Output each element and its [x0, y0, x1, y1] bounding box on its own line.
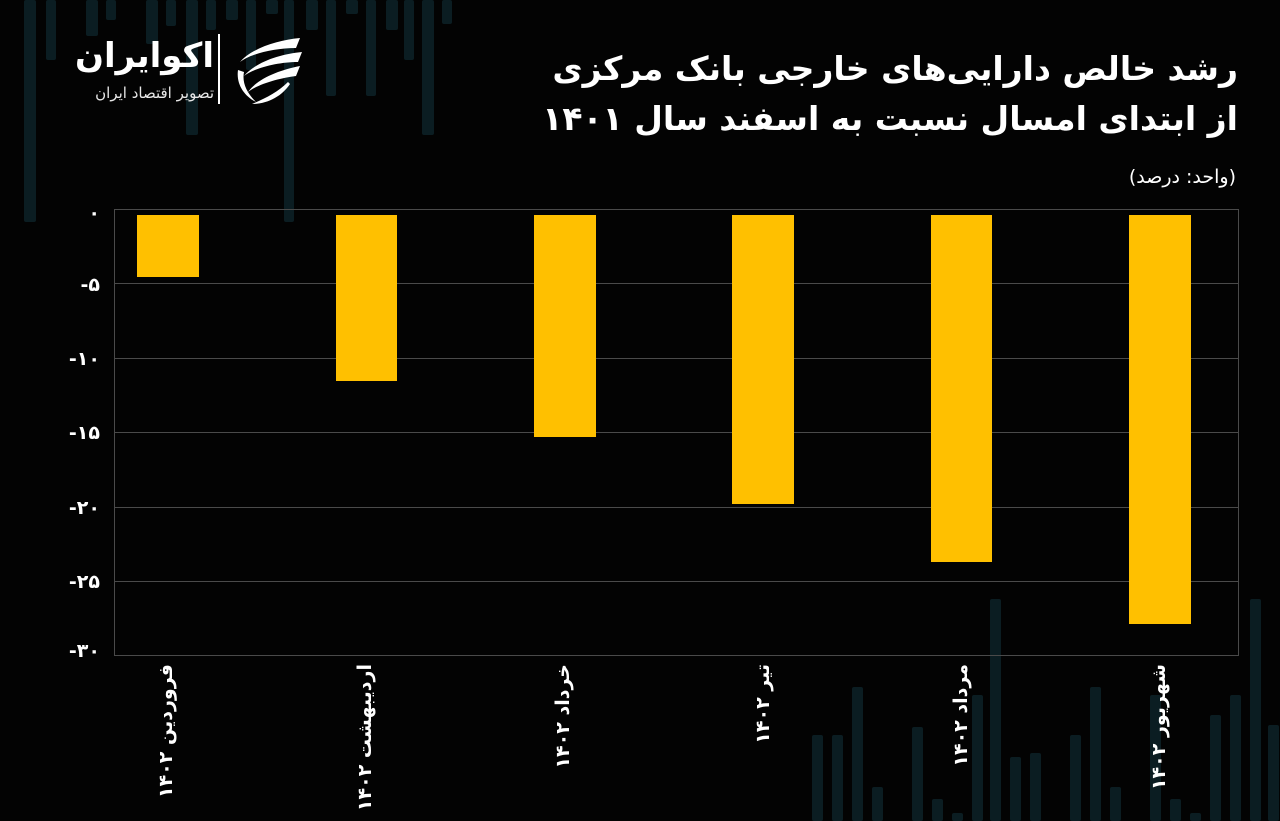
x-tick-label: فروردین ۱۴۰۲	[155, 664, 177, 798]
bar-tir	[732, 215, 794, 504]
brand-logo: اکوایران تصویر اقتصاد ایران	[50, 32, 310, 108]
plot-area	[114, 209, 1239, 656]
gridline	[114, 581, 1239, 582]
chart-title-line-1: رشد خالص دارایی‌های خارجی بانک مرکزی	[552, 49, 1238, 88]
y-tick-label: ۰	[88, 202, 100, 224]
y-tick-label: -۲۵	[68, 571, 100, 593]
brand-tagline: تصویر اقتصاد ایران	[95, 84, 214, 102]
x-tick-label: شهریور ۱۴۰۲	[1148, 664, 1170, 791]
bar-khordad	[534, 215, 596, 437]
gridline	[114, 283, 1239, 284]
x-tick-label: تیر ۱۴۰۲	[752, 664, 774, 744]
unit-label: (واحد: درصد)	[1128, 166, 1236, 188]
gridline	[114, 432, 1239, 433]
logo-divider	[218, 34, 220, 104]
y-tick-label: -۱۵	[68, 422, 100, 444]
y-tick-label: -۳۰	[68, 640, 100, 662]
x-tick-label: اردیبهشت ۱۴۰۲	[354, 664, 376, 812]
ecoiran-swoosh-icon	[237, 38, 302, 104]
chart-title-line-2: از ابتدای امسال نسبت به اسفند سال ۱۴۰۱	[542, 99, 1238, 138]
chart-title: رشد خالص دارایی‌های خارجی بانک مرکزی از …	[542, 44, 1238, 144]
gridline	[114, 358, 1239, 359]
y-tick-label: -۵	[80, 274, 100, 296]
bar-shahrivar	[1129, 215, 1191, 624]
y-tick-label: -۲۰	[68, 497, 100, 519]
bar-farvardin	[137, 215, 199, 277]
x-tick-label: خرداد ۱۴۰۲	[552, 664, 574, 769]
brand-name: اکوایران	[75, 36, 214, 76]
gridline	[114, 507, 1239, 508]
y-tick-label: -۱۰	[68, 348, 100, 370]
bar-ordibehesht	[336, 215, 397, 381]
bar-mordad	[931, 215, 992, 562]
x-tick-label: مرداد ۱۴۰۲	[950, 664, 972, 767]
